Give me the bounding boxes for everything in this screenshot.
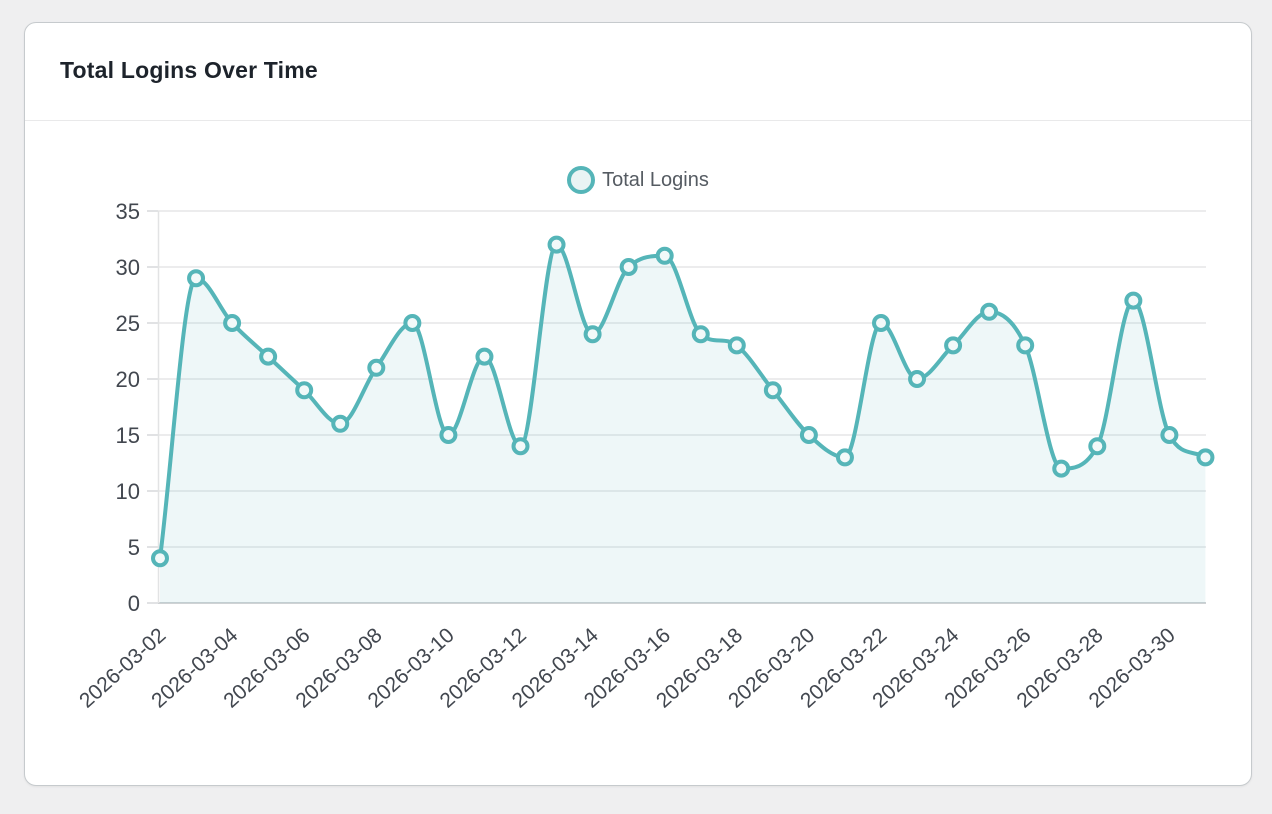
y-axis-label: 10 <box>116 479 140 504</box>
data-point-marker[interactable]: 2026-03-13: 32 <box>547 235 566 254</box>
data-point-marker[interactable]: 2026-03-12: 14 <box>511 437 530 456</box>
data-point-marker[interactable]: 2026-03-09: 25 <box>403 314 422 332</box>
data-point-marker[interactable]: 2026-03-05: 22 <box>259 347 278 366</box>
data-point-marker[interactable]: 2026-03-27: 12 <box>1052 459 1071 478</box>
y-axis-label: 15 <box>116 423 140 448</box>
y-axis-label: 35 <box>116 199 140 224</box>
data-point-marker[interactable]: 2026-03-28: 14 <box>1088 437 1107 456</box>
line-chart: 0 5 10 15 20 25 30 35 2026-03-02: 4 2026-03-03: 2… <box>25 121 1251 786</box>
data-point-marker[interactable]: 2026-03-06: 19 <box>295 381 314 400</box>
legend-label: Total Logins <box>602 168 709 191</box>
data-point-marker[interactable]: 2026-03-18: 23 <box>727 336 746 355</box>
data-point-marker[interactable]: 2026-03-08: 21 <box>367 358 386 377</box>
legend: Total Logins <box>25 166 1251 194</box>
y-axis-label: 25 <box>116 311 140 336</box>
data-point-marker[interactable]: 2026-03-16: 31 <box>655 246 674 265</box>
legend-circle-icon <box>567 166 596 194</box>
header-divider <box>25 120 1251 121</box>
data-point-marker[interactable]: 2026-03-31: 13 <box>1196 448 1215 467</box>
legend-item-total-logins[interactable]: Total Logins <box>567 166 709 194</box>
y-axis-label: 30 <box>116 255 140 280</box>
data-point-marker[interactable]: 2026-03-02: 4 <box>151 549 169 568</box>
y-axis-label: 5 <box>128 535 140 560</box>
data-point-marker[interactable]: 2026-03-07: 16 <box>331 414 350 433</box>
data-point-marker[interactable]: 2026-03-10: 15 <box>439 426 458 444</box>
data-point-marker[interactable]: 2026-03-19: 19 <box>763 381 782 400</box>
data-point-marker[interactable]: 2026-03-11: 22 <box>475 347 494 366</box>
data-point-marker[interactable]: 2026-03-29: 27 <box>1124 291 1143 310</box>
y-axis-label: 20 <box>116 367 140 392</box>
data-point-marker[interactable]: 2026-03-22: 25 <box>872 314 890 332</box>
data-point-marker[interactable]: 2026-03-14: 24 <box>583 325 602 344</box>
data-point-marker[interactable]: 2026-03-17: 24 <box>691 325 710 344</box>
y-axis-label: 0 <box>128 591 140 616</box>
data-point-marker[interactable]: 2026-03-04: 25 <box>223 314 242 332</box>
data-point-marker[interactable]: 2026-03-21: 13 <box>835 448 854 467</box>
data-point-marker[interactable]: 2026-03-30: 15 <box>1160 426 1179 444</box>
data-point-marker[interactable]: 2026-03-23: 20 <box>908 370 927 388</box>
card-header: Total Logins Over Time <box>25 23 1251 121</box>
data-point-marker[interactable]: 2026-03-25: 26 <box>980 302 999 321</box>
area-fill <box>160 244 1206 603</box>
chart-canvas: 0 5 10 15 20 25 30 35 2026-03-02: 4 2026-03-03: 2… <box>75 199 1215 713</box>
chart-card: Total Logins Over Time 0 5 10 15 20 25 30 35 202… <box>24 22 1252 786</box>
data-point-marker[interactable]: 2026-03-15: 30 <box>619 258 638 276</box>
chart-title: Total Logins Over Time <box>60 57 318 83</box>
data-point-marker[interactable]: 2026-03-20: 15 <box>799 426 818 444</box>
data-point-marker[interactable]: 2026-03-03: 29 <box>187 269 206 288</box>
data-point-marker[interactable]: 2026-03-26: 23 <box>1016 336 1035 355</box>
data-point-marker[interactable]: 2026-03-24: 23 <box>944 336 963 355</box>
